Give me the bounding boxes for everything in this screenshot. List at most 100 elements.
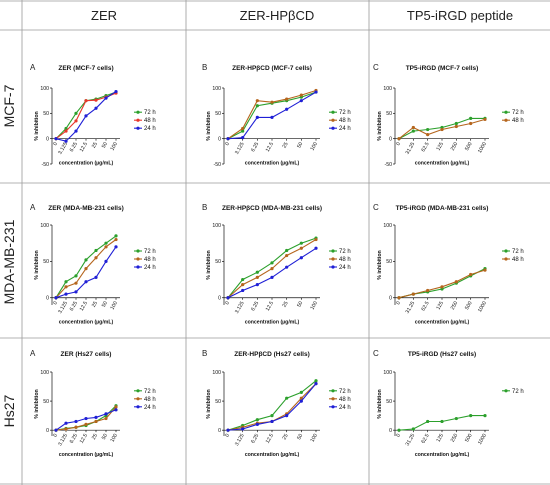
x-axis-label: concentration (µg/mL) [59,452,114,458]
x-axis-label: concentration (µg/mL) [245,161,300,167]
legend-marker [136,110,140,114]
y-tick-label: 50 [386,111,392,117]
data-point [426,127,430,132]
data-point [299,93,303,97]
data-point [299,396,303,400]
data-point [84,258,88,262]
data-point [397,296,401,300]
y-tick-label: 100 [383,86,392,92]
data-point [411,125,415,130]
x-tick-label: 500 [464,300,474,311]
y-axis-label: % inhibition [34,111,40,140]
x-tick-label: 62.5 [420,141,430,153]
x-tick-label: 3.125 [57,141,69,155]
legend-label: 24 h [339,126,351,132]
data-point [469,116,473,120]
legend-marker [136,265,140,269]
series-line-24h [55,246,117,299]
legend-marker [331,405,335,409]
data-point [104,259,108,263]
x-tick-label: 6.25 [250,433,260,445]
y-tick-label: -50 [385,162,393,168]
legend-marker [136,126,140,130]
data-point [94,275,98,279]
chart-title: TP5-iRGD (Hs27 cells) [408,351,476,358]
y-tick-label: 0 [389,296,392,302]
x-axis-label: concentration (µg/mL) [245,452,300,458]
legend-label: 72 h [512,110,524,116]
legend-label: 48 h [144,397,156,403]
legend-marker [504,257,508,261]
y-tick-label: 100 [212,86,221,92]
legend-label: 24 h [144,405,156,411]
x-tick-label: 50 [296,141,304,149]
y-tick-label: 100 [383,223,392,229]
data-point [454,121,458,126]
series-line-72h [398,268,486,299]
legend-marker [331,265,335,269]
data-point [255,283,259,287]
data-point [104,416,108,421]
data-point [64,280,68,284]
data-point [114,408,118,412]
data-point [54,137,58,141]
data-point [299,99,303,103]
data-point [64,292,68,296]
data-point [114,245,118,249]
data-point [397,428,401,432]
x-tick-label: 100 [310,300,320,311]
x-tick-label: 250 [450,300,460,311]
y-tick-label: 0 [218,136,221,142]
x-tick-label: 125 [436,141,446,152]
x-tick-label: 100 [110,433,120,444]
y-tick-label: 100 [212,370,221,376]
x-tick-label: 62.5 [420,433,430,445]
chart-title: ZER-HPβCD (MDA-MB-231 cells) [222,205,322,212]
legend-label: 72 h [144,389,156,395]
data-point [94,98,98,102]
data-point [411,129,415,133]
legend-label: 24 h [144,126,156,132]
y-axis-label: % inhibition [206,111,212,140]
x-tick-label: 6.25 [250,141,260,153]
x-axis-label: concentration (µg/mL) [415,452,470,458]
chart-title: ZER (MDA-MB-231 cells) [48,205,123,212]
y-axis-label: % inhibition [34,250,40,279]
data-point [299,390,303,394]
x-tick-label: 250 [450,141,460,152]
data-point [314,379,318,383]
x-tick-label: 12.5 [265,141,275,153]
data-point [314,246,318,250]
x-tick-label: 12.5 [79,433,89,445]
x-tick-label: 6.25 [69,300,79,312]
x-tick-label: 1000 [477,300,488,313]
data-point [226,428,230,432]
data-point [74,119,78,123]
x-tick-label: 250 [450,433,460,444]
x-tick-label: 3.125 [234,300,246,314]
data-point [285,396,289,400]
data-point [241,277,245,282]
legend-label: 72 h [339,249,351,255]
data-point [469,272,473,277]
legend-marker [136,397,140,401]
data-point [226,137,230,141]
x-tick-label: 25 [282,433,290,441]
x-tick-label: 31.25 [405,433,417,447]
x-axis-label: concentration (µg/mL) [59,161,114,167]
data-point [241,136,245,140]
legend-marker [504,389,508,393]
data-point [84,416,88,421]
data-point [74,425,78,429]
data-point [54,296,58,300]
legend-marker [504,249,508,253]
data-point [104,241,108,245]
y-tick-label: 50 [386,399,392,405]
data-point [285,253,289,258]
data-point [270,100,274,104]
data-point [314,90,318,94]
column-header-zer-hpbcd: ZER-HPβCD [240,8,315,23]
x-tick-label: 0 [52,141,59,147]
data-point [469,121,473,126]
data-point [84,280,88,284]
